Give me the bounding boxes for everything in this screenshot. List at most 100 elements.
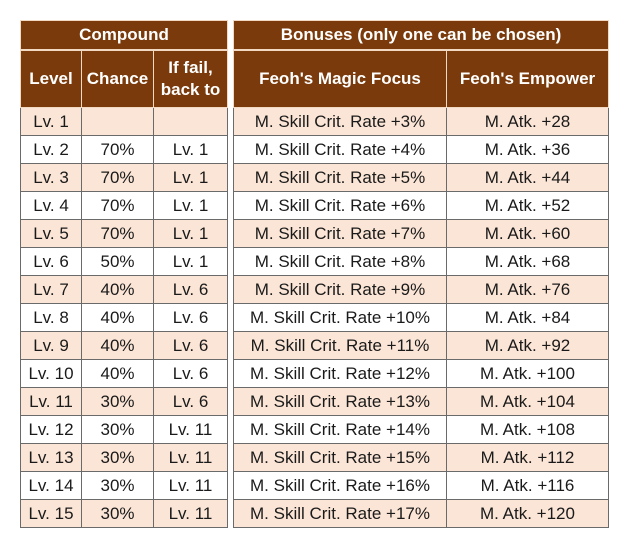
table-row: M. Skill Crit. Rate +15% M. Atk. +112 xyxy=(233,443,609,472)
table-row: Lv. 4 70% Lv. 1 xyxy=(20,191,228,220)
cell-chance: 40% xyxy=(81,303,154,332)
bonuses-group-header: Bonuses (only one can be chosen) xyxy=(233,20,609,51)
cell-if-fail-back-to: Lv. 6 xyxy=(153,331,228,360)
table-row: M. Skill Crit. Rate +3% M. Atk. +28 xyxy=(233,107,609,136)
compound-table: Compound Level Chance If fail, back to L… xyxy=(20,20,228,528)
cell-chance: 30% xyxy=(81,387,154,416)
column-header-if-fail-back-to: If fail, back to xyxy=(153,49,228,108)
table-row: M. Skill Crit. Rate +13% M. Atk. +104 xyxy=(233,387,609,416)
cell-level: Lv. 11 xyxy=(20,387,82,416)
cell-empower: M. Atk. +44 xyxy=(446,163,609,192)
table-row: Lv. 2 70% Lv. 1 xyxy=(20,135,228,164)
cell-if-fail-back-to: Lv. 1 xyxy=(153,135,228,164)
cell-if-fail-back-to: Lv. 1 xyxy=(153,191,228,220)
table-row: Lv. 12 30% Lv. 11 xyxy=(20,415,228,444)
table-row: Lv. 8 40% Lv. 6 xyxy=(20,303,228,332)
cell-level: Lv. 6 xyxy=(20,247,82,276)
cell-chance: 40% xyxy=(81,359,154,388)
cell-chance xyxy=(81,107,154,136)
cell-chance: 50% xyxy=(81,247,154,276)
cell-empower: M. Atk. +92 xyxy=(446,331,609,360)
cell-magic-focus: M. Skill Crit. Rate +13% xyxy=(233,387,447,416)
compound-group-header: Compound xyxy=(20,20,228,51)
table-row: Lv. 1 xyxy=(20,107,228,136)
cell-magic-focus: M. Skill Crit. Rate +15% xyxy=(233,443,447,472)
column-header-chance: Chance xyxy=(81,49,154,108)
table-row: Lv. 15 30% Lv. 11 xyxy=(20,499,228,528)
table-row: M. Skill Crit. Rate +16% M. Atk. +116 xyxy=(233,471,609,500)
cell-empower: M. Atk. +52 xyxy=(446,191,609,220)
cell-magic-focus: M. Skill Crit. Rate +6% xyxy=(233,191,447,220)
cell-if-fail-back-to: Lv. 1 xyxy=(153,163,228,192)
cell-empower: M. Atk. +76 xyxy=(446,275,609,304)
cell-empower: M. Atk. +28 xyxy=(446,107,609,136)
cell-level: Lv. 12 xyxy=(20,415,82,444)
cell-if-fail-back-to: Lv. 6 xyxy=(153,275,228,304)
table-row: M. Skill Crit. Rate +5% M. Atk. +44 xyxy=(233,163,609,192)
bonuses-table-body: M. Skill Crit. Rate +3% M. Atk. +28 M. Ski… xyxy=(233,107,609,528)
table-row: Lv. 6 50% Lv. 1 xyxy=(20,247,228,276)
cell-magic-focus: M. Skill Crit. Rate +4% xyxy=(233,135,447,164)
cell-chance: 70% xyxy=(81,191,154,220)
cell-chance: 30% xyxy=(81,499,154,528)
cell-empower: M. Atk. +108 xyxy=(446,415,609,444)
cell-magic-focus: M. Skill Crit. Rate +17% xyxy=(233,499,447,528)
cell-level: Lv. 8 xyxy=(20,303,82,332)
cell-if-fail-back-to: Lv. 1 xyxy=(153,219,228,248)
cell-magic-focus: M. Skill Crit. Rate +14% xyxy=(233,415,447,444)
table-row: Lv. 13 30% Lv. 11 xyxy=(20,443,228,472)
cell-level: Lv. 14 xyxy=(20,471,82,500)
table-row: Lv. 11 30% Lv. 6 xyxy=(20,387,228,416)
table-row: Lv. 9 40% Lv. 6 xyxy=(20,331,228,360)
cell-chance: 70% xyxy=(81,135,154,164)
cell-chance: 70% xyxy=(81,163,154,192)
cell-if-fail-back-to xyxy=(153,107,228,136)
cell-if-fail-back-to: Lv. 11 xyxy=(153,471,228,500)
cell-level: Lv. 2 xyxy=(20,135,82,164)
table-row: M. Skill Crit. Rate +10% M. Atk. +84 xyxy=(233,303,609,332)
cell-empower: M. Atk. +36 xyxy=(446,135,609,164)
cell-chance: 40% xyxy=(81,275,154,304)
cell-level: Lv. 1 xyxy=(20,107,82,136)
cell-level: Lv. 13 xyxy=(20,443,82,472)
cell-empower: M. Atk. +116 xyxy=(446,471,609,500)
cell-if-fail-back-to: Lv. 11 xyxy=(153,499,228,528)
cell-level: Lv. 15 xyxy=(20,499,82,528)
cell-empower: M. Atk. +68 xyxy=(446,247,609,276)
cell-magic-focus: M. Skill Crit. Rate +10% xyxy=(233,303,447,332)
cell-level: Lv. 5 xyxy=(20,219,82,248)
cell-chance: 30% xyxy=(81,415,154,444)
column-header-magic-focus: Feoh's Magic Focus xyxy=(233,49,447,108)
cell-magic-focus: M. Skill Crit. Rate +7% xyxy=(233,219,447,248)
cell-if-fail-back-to: Lv. 6 xyxy=(153,387,228,416)
table-row: M. Skill Crit. Rate +11% M. Atk. +92 xyxy=(233,331,609,360)
compound-table-body: Lv. 1 Lv. 2 70% Lv. 1 Lv. 3 70% Lv. 1 Lv. 4 70% L… xyxy=(20,107,228,528)
cell-if-fail-back-to: Lv. 11 xyxy=(153,415,228,444)
table-row: M. Skill Crit. Rate +7% M. Atk. +60 xyxy=(233,219,609,248)
table-row: M. Skill Crit. Rate +6% M. Atk. +52 xyxy=(233,191,609,220)
cell-magic-focus: M. Skill Crit. Rate +16% xyxy=(233,471,447,500)
cell-chance: 30% xyxy=(81,443,154,472)
table-row: M. Skill Crit. Rate +4% M. Atk. +36 xyxy=(233,135,609,164)
cell-empower: M. Atk. +60 xyxy=(446,219,609,248)
cell-level: Lv. 7 xyxy=(20,275,82,304)
table-row: Lv. 5 70% Lv. 1 xyxy=(20,219,228,248)
cell-if-fail-back-to: Lv. 6 xyxy=(153,303,228,332)
cell-if-fail-back-to: Lv. 6 xyxy=(153,359,228,388)
table-row: M. Skill Crit. Rate +12% M. Atk. +100 xyxy=(233,359,609,388)
cell-level: Lv. 10 xyxy=(20,359,82,388)
table-row: Lv. 14 30% Lv. 11 xyxy=(20,471,228,500)
cell-chance: 40% xyxy=(81,331,154,360)
cell-magic-focus: M. Skill Crit. Rate +3% xyxy=(233,107,447,136)
table-row: M. Skill Crit. Rate +8% M. Atk. +68 xyxy=(233,247,609,276)
cell-if-fail-back-to: Lv. 11 xyxy=(153,443,228,472)
cell-level: Lv. 4 xyxy=(20,191,82,220)
cell-empower: M. Atk. +120 xyxy=(446,499,609,528)
column-header-level: Level xyxy=(20,49,82,108)
cell-if-fail-back-to: Lv. 1 xyxy=(153,247,228,276)
cell-empower: M. Atk. +112 xyxy=(446,443,609,472)
cell-chance: 30% xyxy=(81,471,154,500)
table-row: M. Skill Crit. Rate +17% M. Atk. +120 xyxy=(233,499,609,528)
table-row: Lv. 10 40% Lv. 6 xyxy=(20,359,228,388)
cell-magic-focus: M. Skill Crit. Rate +9% xyxy=(233,275,447,304)
